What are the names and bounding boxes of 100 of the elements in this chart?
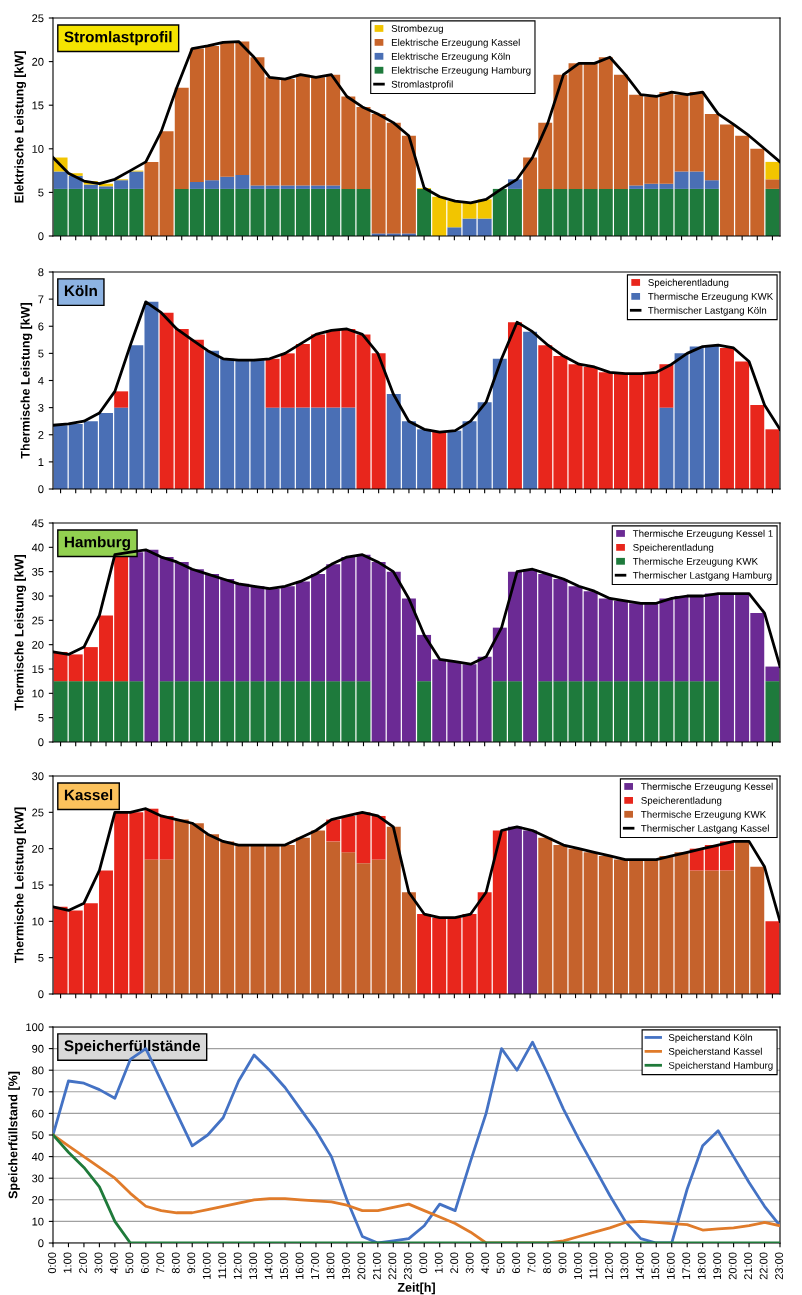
bar (250, 185, 265, 189)
bar (250, 845, 265, 994)
bar (462, 421, 477, 489)
x-tick-label: 10:00 (202, 1252, 211, 1279)
y-axis-title: Elektrische Leistung [kW] (14, 51, 27, 203)
y-tick-label: 1 (38, 458, 44, 466)
x-tick-label: 8:00 (171, 1252, 180, 1274)
text: Köln (64, 285, 97, 297)
text: Kassel (64, 789, 113, 801)
y-tick-label: 15 (32, 101, 44, 110)
bar (250, 586, 265, 682)
bar (477, 218, 492, 236)
y-tick-label: 40 (31, 543, 44, 552)
y-axis-title: Speicherfüllstand [%] (8, 1071, 20, 1199)
y-tick-label: 0 (38, 485, 44, 494)
y-tick-label: 10 (32, 145, 44, 153)
bar (568, 586, 583, 682)
legend-label: Thermischer Lastgang Hamburg (632, 571, 772, 581)
bar (250, 360, 265, 489)
y-tick-label: 20 (32, 844, 44, 853)
y-tick-label: 20 (32, 640, 44, 649)
x-tick-label: 18:00 (326, 1252, 335, 1279)
y-tick-label: 5 (38, 714, 44, 722)
y-axis-title: Thermische Leistung [kW] (20, 303, 33, 459)
y-tick-label: 6 (38, 322, 44, 331)
bar (462, 664, 477, 742)
x-tick-label: 2:00 (450, 1252, 459, 1274)
x-tick-label: 16:00 (666, 1252, 675, 1279)
x-tick-label: 3:00 (94, 1252, 103, 1274)
x-tick-label: 4:00 (109, 1252, 118, 1274)
x-tick-label: 6:00 (140, 1252, 149, 1274)
bar (432, 432, 447, 489)
y-tick-label: 15 (32, 665, 44, 674)
y-tick-label: 30 (32, 772, 44, 781)
legend-label: Speicherentladung (633, 543, 714, 553)
y-tick-label: 7 (38, 295, 44, 304)
x-tick-label: 11:00 (589, 1252, 598, 1279)
bar (507, 322, 522, 489)
y-tick-label: 10 (32, 917, 44, 926)
y-tick-label: 35 (32, 567, 44, 576)
y-tick-label: 10 (32, 689, 44, 698)
legend-label: Strombezug (391, 24, 443, 34)
bar (114, 391, 129, 408)
bar (659, 407, 674, 489)
y-axis-title: Thermische Leistung [kW] (14, 555, 27, 711)
x-tick-label: 22:00 (759, 1252, 768, 1280)
legend-label: Stromlastprofil (391, 80, 453, 90)
y-tick-label: 5 (38, 349, 44, 358)
legend-label: Thermische Erzeugung Kessel 1 (632, 529, 773, 539)
x-tick-label: 7:00 (156, 1252, 165, 1274)
bar (250, 188, 265, 236)
bar (765, 188, 780, 236)
x-tick-label: 6:00 (512, 1252, 521, 1274)
y-tick-label: 100 (26, 1023, 44, 1032)
x-tick-label: 15:00 (280, 1252, 288, 1279)
legend-label: Speicherstand Hamburg (668, 1061, 773, 1071)
x-tick-label: 13:00 (249, 1252, 258, 1279)
y-tick-label: 25 (32, 14, 44, 23)
bar (250, 681, 265, 742)
x-tick-label: 19:00 (713, 1252, 722, 1279)
x-tick-label: 23:00 (403, 1252, 412, 1280)
x-tick-label: 10:00 (574, 1252, 582, 1279)
x-tick-label: 20:00 (357, 1252, 366, 1280)
y-tick-label: 3 (38, 403, 44, 412)
x-tick-label: 1:00 (434, 1252, 443, 1273)
bar (568, 681, 583, 742)
y-tick-label: 70 (32, 1088, 44, 1096)
bar (144, 161, 159, 236)
x-tick-label: 19:00 (342, 1252, 350, 1279)
bar (356, 554, 371, 682)
y-tick-label: 0 (38, 738, 44, 747)
x-tick-label: 22:00 (388, 1252, 397, 1280)
y-tick-label: 10 (32, 1217, 44, 1226)
y-tick-label: 20 (32, 1196, 44, 1204)
x-tick-label: 7:00 (527, 1252, 536, 1274)
bar (765, 681, 780, 742)
x-tick-label: 21:00 (372, 1252, 381, 1280)
bar (371, 353, 386, 489)
x-tick-label: 17:00 (311, 1252, 319, 1279)
x-tick-label: 12:00 (604, 1252, 613, 1279)
y-tick-label: 5 (38, 954, 44, 962)
x-tick-label: 3:00 (465, 1252, 474, 1274)
text: Stromlastprofil (64, 31, 172, 46)
x-tick-label: 21:00 (744, 1252, 753, 1280)
bar (568, 63, 583, 189)
bar (417, 188, 432, 236)
bar (568, 188, 583, 236)
bar (356, 681, 371, 742)
x-tick-label: 0:00 (48, 1252, 56, 1274)
x-tick-label: 8:00 (543, 1252, 551, 1274)
bar (417, 681, 432, 742)
x-tick-label: 9:00 (187, 1252, 196, 1274)
bar (568, 364, 583, 489)
bar (356, 334, 371, 489)
legend-label: Speicherentladung (641, 796, 722, 806)
legend-label: Speicherentladung (648, 278, 729, 288)
bar (356, 188, 371, 236)
x-tick-label: 17:00 (682, 1252, 691, 1279)
y-tick-label: 5 (38, 188, 44, 197)
legend-label: Speicherstand Kassel (668, 1047, 762, 1057)
